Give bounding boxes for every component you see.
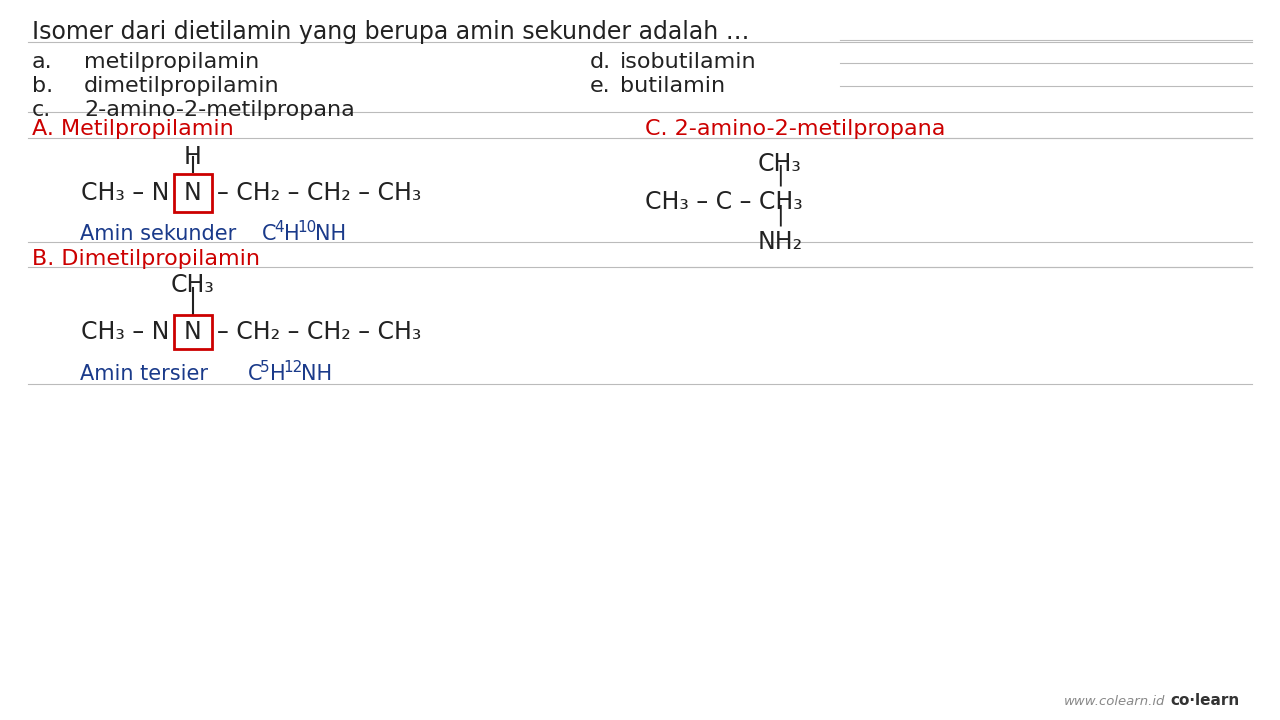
Text: 2-amino-2-metilpropana: 2-amino-2-metilpropana xyxy=(84,100,355,120)
Text: C. 2-amino-2-metilpropana: C. 2-amino-2-metilpropana xyxy=(645,119,946,139)
Bar xyxy=(174,315,212,349)
Text: e.: e. xyxy=(590,76,611,96)
Text: NH: NH xyxy=(301,364,332,384)
Text: butilamin: butilamin xyxy=(620,76,726,96)
Text: c.: c. xyxy=(32,100,51,120)
Text: CH₃ – N: CH₃ – N xyxy=(81,181,169,205)
Text: CH₃ – N: CH₃ – N xyxy=(81,320,169,344)
Text: NH₂: NH₂ xyxy=(758,230,803,254)
Text: metilpropilamin: metilpropilamin xyxy=(84,52,260,72)
Text: |: | xyxy=(776,165,783,186)
Text: Isomer dari dietilamin yang berupa amin sekunder adalah …: Isomer dari dietilamin yang berupa amin … xyxy=(32,20,750,44)
Text: CH₃: CH₃ xyxy=(758,152,803,176)
Text: B. Dimetilpropilamin: B. Dimetilpropilamin xyxy=(32,249,260,269)
Text: d.: d. xyxy=(590,52,611,72)
Bar xyxy=(174,174,212,212)
Text: CH₃ – C – CH₃: CH₃ – C – CH₃ xyxy=(645,190,803,214)
Text: A. Metilpropilamin: A. Metilpropilamin xyxy=(32,119,234,139)
Text: N: N xyxy=(184,320,202,344)
Text: Amin sekunder: Amin sekunder xyxy=(79,224,237,244)
Text: N: N xyxy=(184,181,202,205)
Text: – CH₂ – CH₂ – CH₃: – CH₂ – CH₂ – CH₃ xyxy=(218,181,421,205)
Text: co·learn: co·learn xyxy=(1170,693,1239,708)
Text: H: H xyxy=(270,364,285,384)
Text: dimetilpropilamin: dimetilpropilamin xyxy=(84,76,279,96)
Text: b.: b. xyxy=(32,76,54,96)
Text: C: C xyxy=(248,364,262,384)
Text: isobutilamin: isobutilamin xyxy=(620,52,756,72)
Text: H: H xyxy=(284,224,300,244)
Text: H: H xyxy=(184,145,202,169)
Text: 4: 4 xyxy=(274,220,284,235)
Text: NH: NH xyxy=(315,224,346,244)
Text: a.: a. xyxy=(32,52,52,72)
Text: 5: 5 xyxy=(260,360,270,375)
Text: – CH₂ – CH₂ – CH₃: – CH₂ – CH₂ – CH₃ xyxy=(218,320,421,344)
Text: www.colearn.id: www.colearn.id xyxy=(1064,695,1165,708)
Text: C: C xyxy=(262,224,276,244)
Text: Amin tersier: Amin tersier xyxy=(79,364,207,384)
Text: 12: 12 xyxy=(283,360,302,375)
Text: CH₃: CH₃ xyxy=(172,273,215,297)
Text: |: | xyxy=(776,204,783,225)
Text: 10: 10 xyxy=(297,220,316,235)
